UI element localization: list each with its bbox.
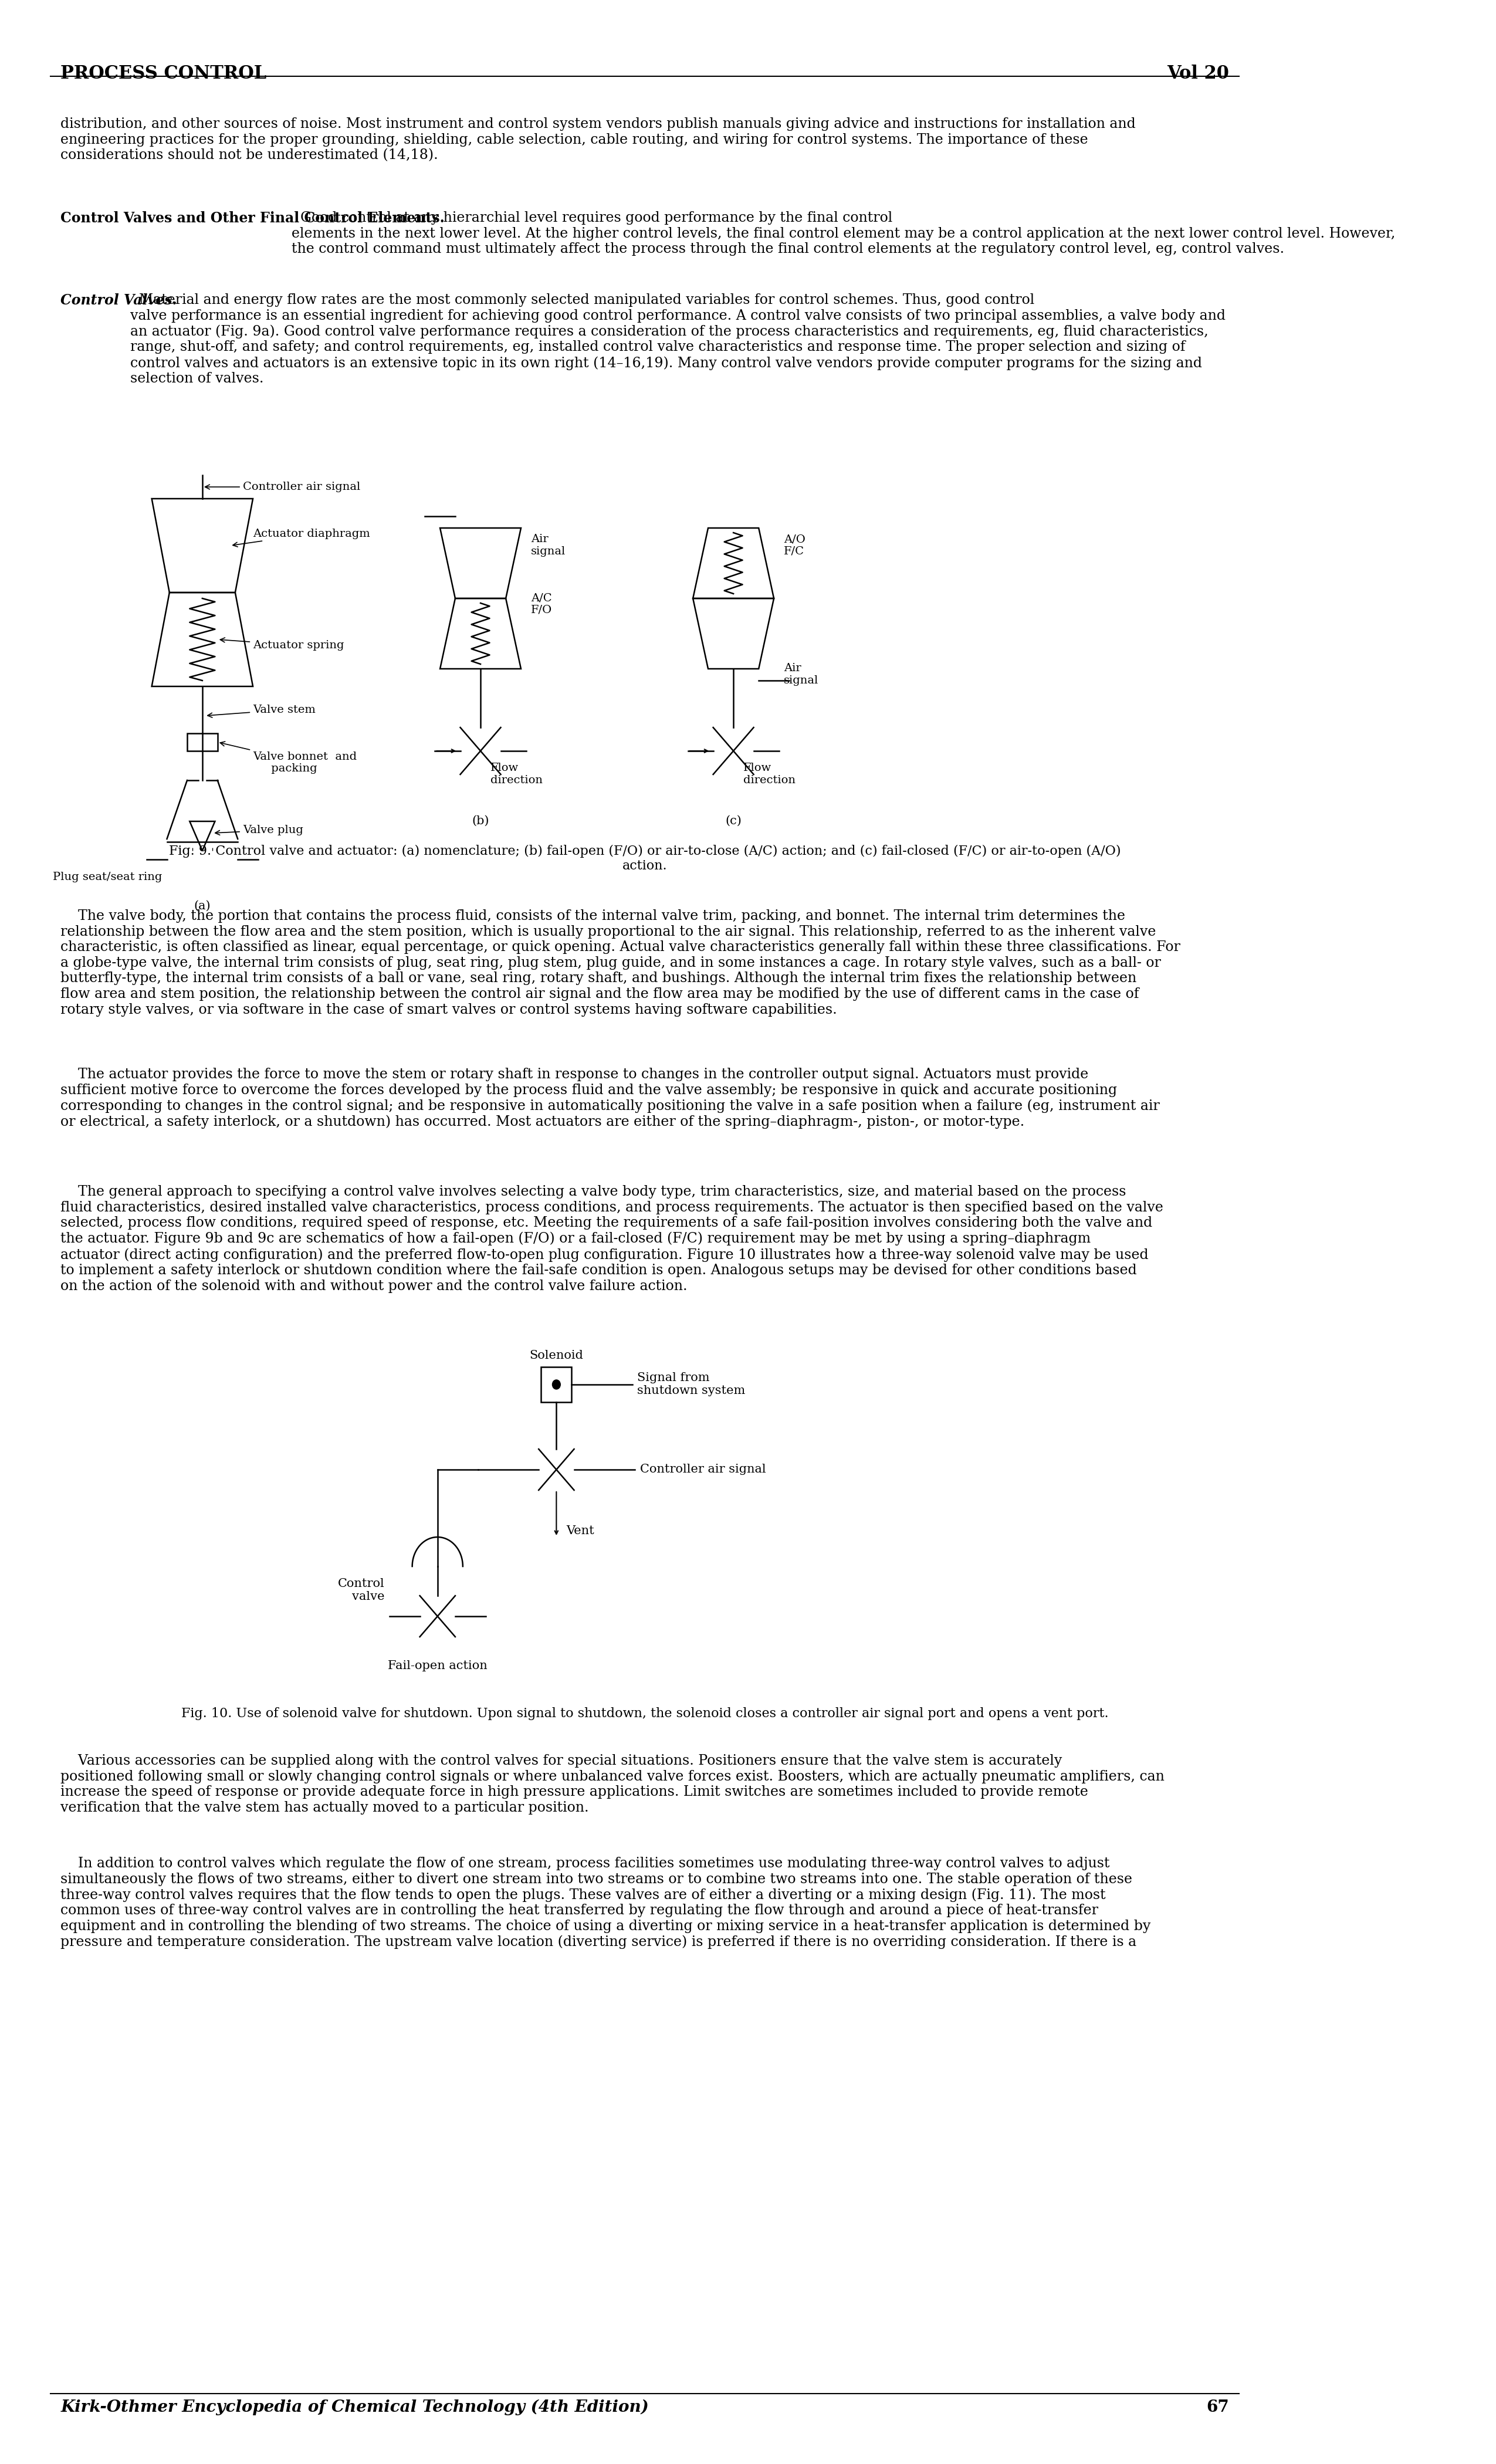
Text: Valve stem: Valve stem bbox=[208, 705, 316, 717]
Text: (c): (c) bbox=[726, 816, 742, 825]
Text: Actuator diaphragm: Actuator diaphragm bbox=[233, 530, 370, 547]
Text: A/C
F/O: A/C F/O bbox=[531, 591, 552, 616]
Text: Control Valves and Other Final Control Elements.: Control Valves and Other Final Control E… bbox=[61, 212, 444, 224]
Text: Control
valve: Control valve bbox=[338, 1577, 384, 1602]
Text: Controller air signal: Controller air signal bbox=[205, 480, 361, 493]
Text: Valve plug: Valve plug bbox=[215, 825, 304, 835]
Text: Plug seat/seat ring: Plug seat/seat ring bbox=[52, 872, 162, 882]
Text: Air
signal: Air signal bbox=[531, 535, 565, 557]
Text: 67: 67 bbox=[1206, 2400, 1230, 2415]
Text: Fail-open action: Fail-open action bbox=[387, 1661, 488, 1671]
Text: Vent: Vent bbox=[567, 1525, 594, 1538]
Text: A/O
F/C: A/O F/C bbox=[784, 535, 806, 557]
Text: (b): (b) bbox=[471, 816, 489, 825]
Bar bbox=[187, 734, 217, 752]
Text: Good control at any hierarchial level requires good performance by the final con: Good control at any hierarchial level re… bbox=[292, 212, 1396, 256]
Text: Kirk-Othmer Encyclopedia of Chemical Technology (4th Edition): Kirk-Othmer Encyclopedia of Chemical Tec… bbox=[61, 2400, 649, 2415]
Text: The general approach to specifying a control valve involves selecting a valve bo: The general approach to specifying a con… bbox=[61, 1185, 1164, 1294]
Text: (a): (a) bbox=[194, 899, 211, 912]
Text: Fig. 10. Use of solenoid valve for shutdown. Upon signal to shutdown, the soleno: Fig. 10. Use of solenoid valve for shutd… bbox=[181, 1708, 1109, 1720]
Text: Control Valves.: Control Valves. bbox=[61, 293, 178, 308]
Text: Valve bonnet  and
     packing: Valve bonnet and packing bbox=[220, 742, 358, 774]
Text: Various accessories can be supplied along with the control valves for special si: Various accessories can be supplied alon… bbox=[61, 1754, 1165, 1814]
Text: Flow
direction: Flow direction bbox=[491, 764, 543, 786]
Circle shape bbox=[552, 1380, 561, 1390]
Text: Actuator spring: Actuator spring bbox=[220, 638, 344, 650]
Text: Signal from
shutdown system: Signal from shutdown system bbox=[637, 1372, 745, 1397]
Text: The actuator provides the force to move the stem or rotary shaft in response to : The actuator provides the force to move … bbox=[61, 1067, 1159, 1129]
Text: Vol 20: Vol 20 bbox=[1167, 64, 1230, 84]
Text: distribution, and other sources of noise. Most instrument and control system ven: distribution, and other sources of noise… bbox=[61, 118, 1135, 163]
Text: In addition to control valves which regulate the flow of one stream, process fac: In addition to control valves which regu… bbox=[61, 1858, 1150, 1949]
Text: Solenoid: Solenoid bbox=[530, 1350, 583, 1360]
Text: PROCESS CONTROL: PROCESS CONTROL bbox=[61, 64, 266, 84]
Text: The valve body, the portion that contains the process fluid, consists of the int: The valve body, the portion that contain… bbox=[61, 909, 1180, 1018]
Text: Fig. 9. Control valve and actuator: (a) nomenclature; (b) fail-open (F/O) or air: Fig. 9. Control valve and actuator: (a) … bbox=[169, 845, 1121, 872]
Text: Flow
direction: Flow direction bbox=[744, 764, 796, 786]
Text: Material and energy flow rates are the most commonly selected manipulated variab: Material and energy flow rates are the m… bbox=[130, 293, 1225, 384]
Text: Air
signal: Air signal bbox=[784, 663, 818, 685]
Bar bbox=[542, 1368, 571, 1402]
Text: Controller air signal: Controller air signal bbox=[640, 1464, 766, 1476]
